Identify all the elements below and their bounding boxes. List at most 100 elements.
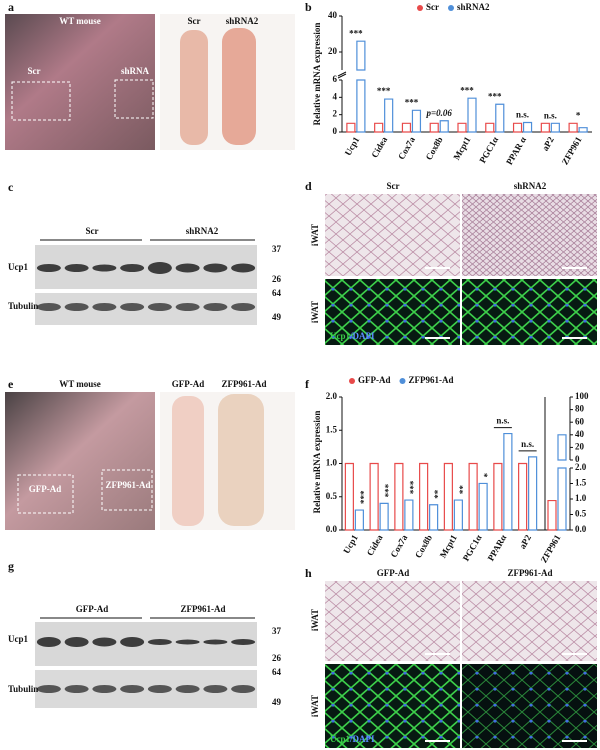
legend-label: shRNA2 — [457, 2, 490, 12]
x-tick-label: ZFP961 — [560, 135, 584, 167]
photo-title: WT mouse — [59, 16, 101, 26]
band — [64, 685, 89, 693]
y-tick-label: 20 — [328, 46, 338, 56]
bar — [528, 456, 538, 531]
significance: *** — [460, 85, 474, 95]
bar — [394, 462, 404, 531]
x-tick-label: PGC1α — [477, 135, 500, 165]
marker-label: 37 — [272, 244, 282, 254]
bar — [439, 120, 449, 133]
significance: *** — [377, 86, 391, 96]
bar — [369, 462, 379, 531]
y-tick-label: 0.5 — [326, 491, 338, 501]
stain-label: Ucp1/DAPI — [330, 734, 375, 744]
stain-label: Ucp1/DAPI — [330, 331, 375, 341]
y-tick-label: 0.0 — [326, 524, 338, 534]
band — [203, 685, 228, 693]
bar — [443, 462, 453, 531]
band — [92, 637, 117, 647]
bar — [578, 127, 588, 133]
bar — [547, 499, 557, 531]
x-tick-label: Ucp1 — [343, 135, 362, 158]
y-axis-label: Relative mRNA expression — [312, 411, 322, 514]
micrograph — [325, 581, 460, 661]
legend-label: Scr — [426, 2, 439, 12]
y2-tick-label: 100 — [575, 391, 589, 401]
bar — [401, 122, 412, 133]
column-label: GFP-Ad — [377, 568, 410, 578]
significance: n.s. — [521, 439, 534, 449]
band — [36, 264, 61, 272]
y-tick-label: 6 — [333, 74, 338, 84]
bar — [503, 432, 513, 531]
bar — [540, 122, 550, 133]
band — [203, 639, 228, 645]
group-label: shRNA2 — [186, 226, 219, 236]
group-label: GFP-Ad — [76, 604, 109, 614]
x-tick-label: ZFP961 — [539, 533, 563, 565]
panel-label: b — [305, 0, 312, 14]
blot — [35, 622, 257, 708]
bar — [384, 98, 394, 133]
x-tick-label: aP2 — [517, 533, 533, 551]
y-tick-label: 2.0 — [326, 391, 338, 401]
x-tick-label: Cox7a — [388, 533, 409, 560]
bar — [467, 97, 477, 133]
x-tick-label: Mcpt1 — [451, 135, 472, 162]
x-tick-label: Mcpt1 — [438, 533, 459, 560]
bar — [550, 122, 560, 133]
photo-label: shRNA2 — [226, 16, 259, 26]
band — [64, 303, 89, 311]
band — [92, 685, 117, 693]
y-tick-label: 1.5 — [326, 424, 338, 434]
bar — [344, 462, 354, 531]
band — [231, 303, 256, 311]
band — [120, 685, 145, 693]
stain-green: Ucp1 — [330, 331, 350, 341]
micrograph — [462, 194, 597, 276]
column-label: shRNA2 — [514, 181, 547, 191]
band — [120, 303, 145, 311]
band — [64, 637, 89, 647]
group-label: ZFP961-Ad — [181, 604, 226, 614]
band — [203, 303, 228, 311]
photo-title: WT mouse — [59, 379, 101, 389]
bar — [478, 482, 488, 531]
band — [36, 685, 61, 693]
x-tick-label: Cidea — [369, 135, 389, 160]
bar — [404, 499, 414, 531]
y2-tick-label: 0 — [575, 454, 580, 464]
panel-label: g — [8, 559, 14, 573]
x-tick-label: Cox8b — [424, 135, 445, 162]
photo-label: GFP-Ad — [172, 379, 205, 389]
panel-label: e — [8, 377, 14, 391]
photo-label: GFP-Ad — [29, 484, 62, 494]
bar — [453, 499, 463, 531]
x-tick-label: PGC1α — [461, 533, 484, 563]
axis-break — [337, 73, 347, 79]
significance: n.s. — [516, 110, 529, 120]
y2-tick-label: 40 — [575, 429, 585, 439]
band — [231, 639, 256, 645]
band — [175, 685, 200, 693]
y2-tick-label: 0.0 — [575, 524, 587, 534]
legend-marker — [448, 5, 454, 11]
x-tick-label: Cox8b — [413, 533, 434, 560]
micrograph — [325, 194, 460, 276]
significance: p=0.06 — [426, 108, 453, 118]
significance: *** — [488, 91, 502, 101]
band — [231, 263, 256, 273]
band — [64, 264, 89, 272]
x-tick-label: Ucp1 — [341, 533, 360, 556]
bar — [457, 122, 467, 133]
y2-tick-label: 80 — [575, 404, 585, 414]
significance: ** — [430, 490, 440, 500]
column-label: ZFP961-Ad — [508, 568, 553, 578]
bar — [522, 121, 533, 133]
panel-label: a — [8, 0, 14, 14]
bar — [354, 509, 364, 531]
y2-tick-label: 1.5 — [575, 478, 587, 488]
region — [114, 79, 154, 119]
significance: * — [479, 473, 489, 478]
significance: n.s. — [544, 110, 557, 120]
